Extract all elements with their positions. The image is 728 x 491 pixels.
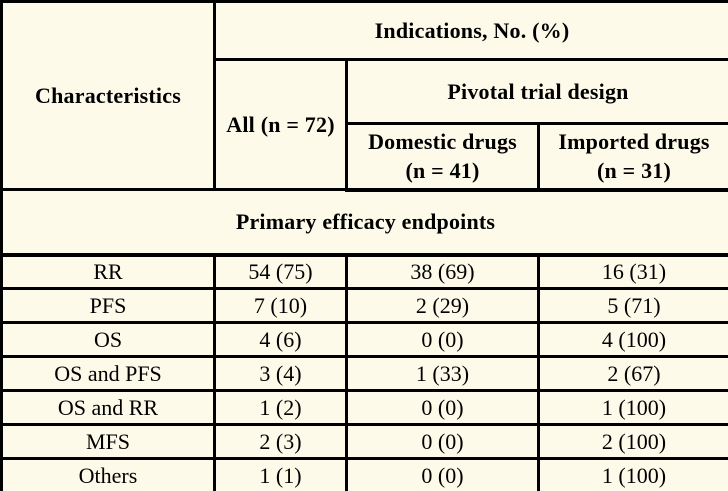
cell-all: 1 (2) bbox=[213, 389, 348, 426]
cell-all: 1 (1) bbox=[213, 457, 348, 491]
header-indications: Indications, No. (%) bbox=[213, 0, 728, 61]
cell-all: 54 (75) bbox=[213, 253, 348, 290]
cell-all: 2 (3) bbox=[213, 423, 348, 460]
cell-imported: 2 (67) bbox=[537, 355, 728, 392]
cell-domestic: 0 (0) bbox=[345, 321, 540, 358]
section-row: Primary efficacy endpoints bbox=[0, 188, 728, 257]
row-label: OS and PFS bbox=[0, 355, 216, 392]
row-label: OS bbox=[0, 321, 216, 358]
table-row-os-and-pfs: OS and PFS 3 (4) 1 (33) 2 (67) bbox=[0, 355, 728, 392]
table-row-pfs: PFS 7 (10) 2 (29) 5 (71) bbox=[0, 287, 728, 324]
header-row-1: Characteristics Indications, No. (%) bbox=[0, 0, 728, 191]
table-row-mfs: MFS 2 (3) 0 (0) 2 (100) bbox=[0, 423, 728, 460]
cell-all: 4 (6) bbox=[213, 321, 348, 358]
cell-imported: 5 (71) bbox=[537, 287, 728, 324]
header-row-2: All (n = 72) Pivotal trial design bbox=[2, 58, 728, 191]
header-imported-drugs-line2: (n = 31) bbox=[596, 158, 672, 184]
table-row-others: Others 1 (1) 0 (0) 1 (100) bbox=[0, 457, 728, 491]
header-pivotal-trial-design: Pivotal trial design bbox=[345, 58, 728, 125]
section-primary-efficacy-endpoints: Primary efficacy endpoints bbox=[0, 188, 728, 257]
cell-domestic: 1 (33) bbox=[345, 355, 540, 392]
cell-imported: 1 (100) bbox=[537, 389, 728, 426]
header-domestic-drugs-line2: (n = 41) bbox=[405, 158, 480, 184]
header-domestic-drugs: Domestic drugs (n = 41) bbox=[345, 122, 540, 192]
table-row-os: OS 4 (6) 0 (0) 4 (100) bbox=[0, 321, 728, 358]
cell-all: 7 (10) bbox=[213, 287, 348, 324]
cell-imported: 1 (100) bbox=[537, 457, 728, 491]
row-label: PFS bbox=[0, 287, 216, 324]
row-label: Others bbox=[0, 457, 216, 491]
header-domestic-drugs-line1: Domestic drugs bbox=[368, 128, 517, 154]
cell-domestic: 0 (0) bbox=[345, 389, 540, 426]
header-all: All (n = 72) bbox=[213, 58, 348, 191]
cell-domestic: 0 (0) bbox=[345, 457, 540, 491]
cell-imported: 16 (31) bbox=[537, 253, 728, 290]
cell-domestic: 0 (0) bbox=[345, 423, 540, 460]
row-label: OS and RR bbox=[0, 389, 216, 426]
header-imported-drugs-line1: Imported drugs bbox=[558, 128, 710, 154]
header-imported-drugs: Imported drugs (n = 31) bbox=[537, 122, 728, 192]
header-characteristics: Characteristics bbox=[0, 0, 216, 191]
header-row-3: Domestic drugs (n = 41) Imported drugs (… bbox=[2, 122, 728, 192]
cell-imported: 4 (100) bbox=[537, 321, 728, 358]
table-row-os-and-rr: OS and RR 1 (2) 0 (0) 1 (100) bbox=[0, 389, 728, 426]
row-label: MFS bbox=[0, 423, 216, 460]
cell-imported: 2 (100) bbox=[537, 423, 728, 460]
row-label: RR bbox=[0, 253, 216, 290]
cell-all: 3 (4) bbox=[213, 355, 348, 392]
cell-domestic: 38 (69) bbox=[345, 253, 540, 290]
table-row-rr: RR 54 (75) 38 (69) 16 (31) bbox=[0, 253, 728, 290]
cell-domestic: 2 (29) bbox=[345, 287, 540, 324]
